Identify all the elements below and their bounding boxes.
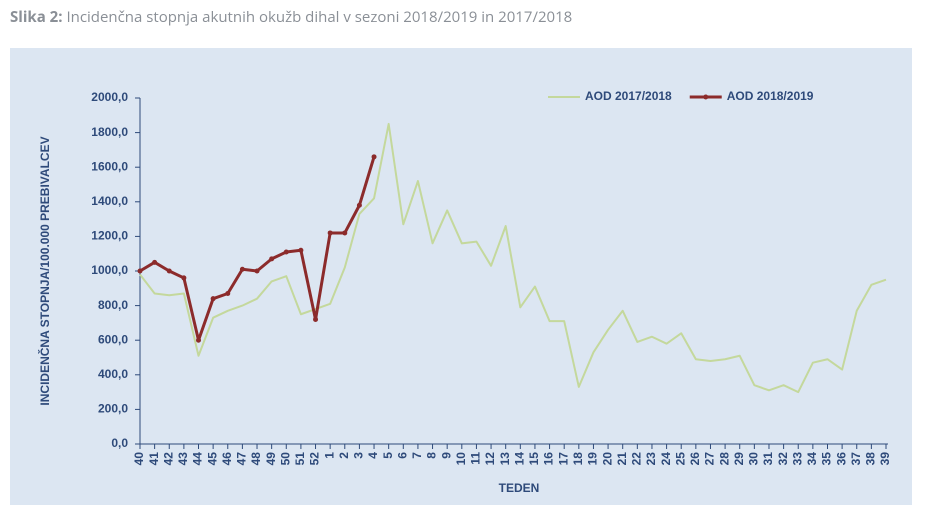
x-tick-label: 4 [366, 452, 380, 459]
legend-label: AOD 2018/2019 [727, 89, 814, 103]
x-tick-label: 12 [483, 452, 497, 466]
x-tick-label: 5 [381, 452, 395, 459]
x-tick-label: 23 [644, 452, 658, 466]
legend-marker [703, 94, 709, 100]
x-tick-label: 1 [322, 452, 336, 459]
point-marker [196, 337, 202, 343]
point-marker [371, 154, 377, 160]
y-tick-label: 1600,0 [91, 159, 128, 173]
x-tick-label: 29 [732, 452, 746, 466]
x-tick-label: 36 [834, 452, 848, 466]
x-tick-label: 3 [352, 452, 366, 459]
point-marker [181, 275, 187, 281]
x-tick-label: 40 [132, 452, 146, 466]
y-tick-label: 1000,0 [91, 263, 128, 277]
x-tick-label: 11 [469, 452, 483, 465]
point-marker [254, 268, 260, 274]
x-tick-label: 13 [498, 452, 512, 466]
x-tick-label: 52 [308, 452, 322, 466]
x-tick-label: 37 [849, 452, 863, 466]
x-tick-label: 35 [820, 452, 834, 466]
point-marker [327, 230, 333, 236]
x-tick-label: 41 [147, 452, 161, 466]
caption: Slika 2: Incidenčna stopnja akutnih okuž… [10, 7, 572, 27]
x-axis-title: TEDEN [499, 481, 540, 495]
series-line [139, 122, 887, 394]
x-tick-label: 27 [703, 452, 717, 466]
y-tick-label: 1800,0 [91, 125, 128, 139]
y-tick-label: 1400,0 [91, 194, 128, 208]
y-axis-title: INCIDENČNA STOPNJA/100.000 PREBIVALCEV [37, 136, 52, 405]
x-tick-label: 6 [395, 452, 409, 459]
x-tick-label: 28 [717, 452, 731, 466]
point-marker [239, 266, 245, 272]
point-marker [298, 247, 304, 253]
point-marker [210, 296, 216, 302]
x-tick-label: 51 [293, 452, 307, 466]
x-tick-label: 39 [878, 452, 892, 466]
x-tick-label: 42 [161, 452, 175, 466]
y-tick-label: 800,0 [98, 298, 128, 312]
x-tick-label: 25 [673, 452, 687, 466]
x-tick-label: 24 [659, 452, 673, 466]
x-tick-label: 19 [586, 452, 600, 466]
x-tick-label: 26 [688, 452, 702, 466]
x-tick-label: 16 [542, 452, 556, 466]
x-tick-label: 18 [571, 452, 585, 466]
plot-panel [10, 48, 912, 505]
x-tick-label: 14 [512, 452, 526, 466]
chart-title: Incidenčna stopnja akutnih okužb dihal v… [66, 7, 573, 27]
x-tick-label: 8 [425, 452, 439, 459]
y-tick-label: 400,0 [98, 367, 128, 381]
y-tick-label: 2000,0 [91, 90, 128, 104]
x-tick-label: 21 [615, 452, 629, 466]
point-marker [283, 249, 289, 255]
point-marker [225, 290, 231, 296]
figure-label: Slika 2: [10, 7, 63, 27]
x-tick-label: 17 [556, 452, 570, 466]
x-tick-label: 46 [220, 452, 234, 466]
x-tick-label: 22 [630, 452, 644, 466]
x-tick-label: 50 [278, 452, 292, 466]
x-tick-label: 38 [864, 452, 878, 466]
x-tick-label: 30 [747, 452, 761, 466]
x-tick-label: 20 [600, 452, 614, 466]
x-tick-label: 7 [410, 452, 424, 459]
point-marker [356, 202, 362, 208]
x-tick-label: 33 [790, 452, 804, 466]
x-tick-label: 10 [454, 452, 468, 466]
y-tick-label: 200,0 [98, 402, 128, 416]
x-tick-label: 49 [264, 452, 278, 466]
x-tick-label: 31 [761, 452, 775, 466]
point-marker [313, 316, 319, 322]
legend-label: AOD 2017/2018 [585, 89, 672, 103]
x-tick-label: 44 [191, 452, 205, 466]
x-tick-label: 9 [439, 452, 453, 459]
point-marker [269, 256, 275, 262]
x-tick-label: 47 [235, 452, 249, 466]
x-tick-label: 34 [805, 452, 819, 466]
point-marker [166, 268, 172, 274]
x-tick-label: 45 [205, 452, 219, 466]
point-marker [137, 268, 143, 274]
x-tick-label: 32 [776, 452, 790, 466]
x-tick-label: 43 [176, 452, 190, 466]
y-tick-label: 1200,0 [91, 229, 128, 243]
y-tick-label: 0,0 [111, 436, 128, 450]
x-tick-label: 2 [337, 452, 351, 459]
y-tick-label: 600,0 [98, 332, 128, 346]
point-marker [342, 230, 348, 236]
point-marker [152, 259, 158, 265]
x-tick-label: 48 [249, 452, 263, 466]
x-tick-label: 15 [527, 452, 541, 466]
